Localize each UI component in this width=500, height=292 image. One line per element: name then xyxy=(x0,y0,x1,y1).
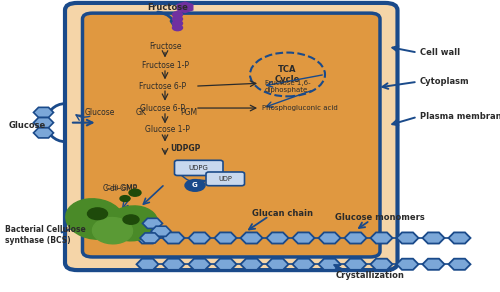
Polygon shape xyxy=(214,259,236,270)
Polygon shape xyxy=(344,259,366,270)
Polygon shape xyxy=(422,259,444,270)
Polygon shape xyxy=(162,232,184,244)
FancyBboxPatch shape xyxy=(65,3,398,270)
Polygon shape xyxy=(448,232,470,244)
Polygon shape xyxy=(344,232,366,244)
Ellipse shape xyxy=(92,218,132,244)
Text: UDP: UDP xyxy=(218,176,232,182)
Polygon shape xyxy=(448,259,470,270)
Text: Fructose 1,6-
diphosphate: Fructose 1,6- diphosphate xyxy=(265,80,310,93)
Text: Plasma membrane: Plasma membrane xyxy=(420,112,500,121)
Text: G: G xyxy=(192,182,198,188)
Polygon shape xyxy=(214,232,236,244)
Circle shape xyxy=(120,196,130,201)
Circle shape xyxy=(172,20,182,26)
Text: Glucose: Glucose xyxy=(85,108,115,117)
Circle shape xyxy=(123,215,139,224)
Polygon shape xyxy=(177,2,193,13)
Polygon shape xyxy=(34,128,54,138)
Text: TCA: TCA xyxy=(278,65,297,74)
Circle shape xyxy=(172,16,182,22)
Text: PGM: PGM xyxy=(180,108,198,117)
Text: GK: GK xyxy=(136,108,147,117)
Polygon shape xyxy=(136,259,158,270)
Polygon shape xyxy=(142,218,163,228)
Text: C-di-GMP: C-di-GMP xyxy=(106,185,138,191)
FancyBboxPatch shape xyxy=(82,13,380,257)
Circle shape xyxy=(185,180,205,191)
Polygon shape xyxy=(422,232,444,244)
Ellipse shape xyxy=(66,199,124,239)
Polygon shape xyxy=(188,259,210,270)
Polygon shape xyxy=(396,232,418,244)
Polygon shape xyxy=(140,233,160,243)
FancyBboxPatch shape xyxy=(206,172,244,186)
Polygon shape xyxy=(318,232,340,244)
Text: UDPGP: UDPGP xyxy=(170,145,200,153)
Polygon shape xyxy=(370,259,392,270)
Text: Fructose: Fructose xyxy=(148,3,188,12)
Text: Fructose 6-P: Fructose 6-P xyxy=(139,82,186,91)
Polygon shape xyxy=(188,232,210,244)
Polygon shape xyxy=(34,118,54,128)
Text: Glucan chain: Glucan chain xyxy=(252,209,313,218)
Circle shape xyxy=(172,12,182,18)
Polygon shape xyxy=(240,259,262,270)
Text: Phosphogluconic acid: Phosphogluconic acid xyxy=(262,105,338,111)
Polygon shape xyxy=(318,259,340,270)
Text: Glucose monomers: Glucose monomers xyxy=(335,213,425,222)
Text: Bacterial Cellulose
synthase (BCS): Bacterial Cellulose synthase (BCS) xyxy=(5,225,86,245)
FancyBboxPatch shape xyxy=(174,160,223,175)
Text: Glucose 1-P: Glucose 1-P xyxy=(145,126,190,134)
Text: Fructose: Fructose xyxy=(149,42,181,51)
Polygon shape xyxy=(396,259,418,270)
Circle shape xyxy=(88,208,108,220)
Polygon shape xyxy=(266,259,288,270)
Polygon shape xyxy=(136,232,158,244)
Text: Cell wall: Cell wall xyxy=(420,48,460,57)
Text: Cytoplasm: Cytoplasm xyxy=(420,77,470,86)
Polygon shape xyxy=(162,259,184,270)
Polygon shape xyxy=(34,107,54,117)
Polygon shape xyxy=(240,232,262,244)
Text: Crystallization: Crystallization xyxy=(336,271,404,279)
Text: UDPG: UDPG xyxy=(188,165,208,171)
Polygon shape xyxy=(292,232,314,244)
Circle shape xyxy=(129,189,141,196)
Text: Glucose: Glucose xyxy=(9,121,46,130)
Text: C-di-GMP: C-di-GMP xyxy=(102,184,138,193)
Polygon shape xyxy=(370,232,392,244)
Polygon shape xyxy=(151,226,171,236)
Text: Glucose 6-P: Glucose 6-P xyxy=(140,104,185,112)
Ellipse shape xyxy=(108,206,158,241)
Text: Cycle: Cycle xyxy=(275,75,300,84)
Circle shape xyxy=(172,25,182,31)
Polygon shape xyxy=(266,232,288,244)
Polygon shape xyxy=(292,259,314,270)
Text: Fructose 1-P: Fructose 1-P xyxy=(142,61,188,70)
